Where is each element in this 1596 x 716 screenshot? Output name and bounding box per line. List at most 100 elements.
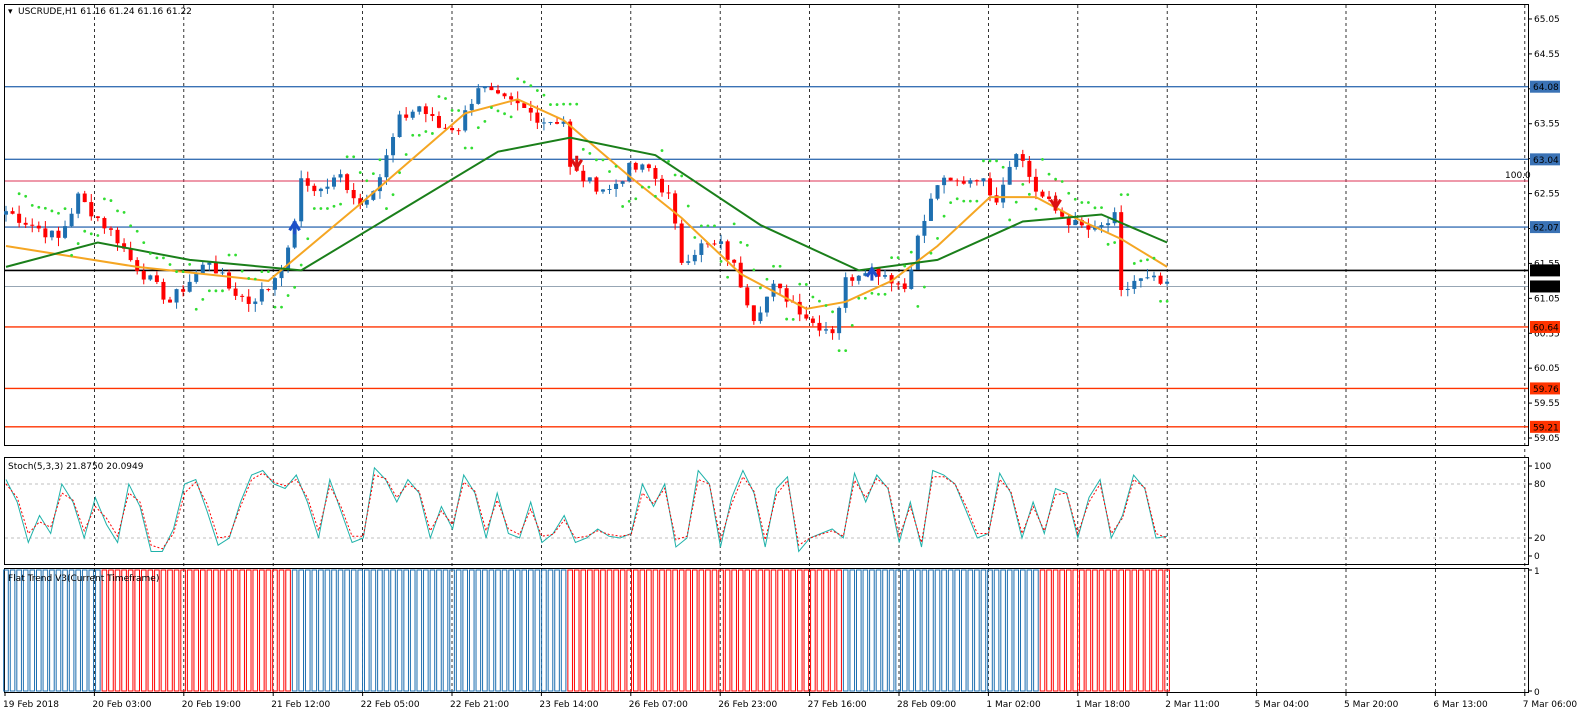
- sar-dot: [1113, 241, 1117, 244]
- flat-trend-bar: [882, 569, 888, 692]
- sar-dot: [135, 229, 139, 233]
- sar-dot: [286, 294, 290, 297]
- flat-trend-bar: [436, 569, 442, 692]
- sar-dot: [1001, 165, 1005, 169]
- candle-body: [56, 230, 61, 238]
- candle-body: [679, 223, 684, 263]
- sar-dot: [877, 292, 880, 296]
- sar-dot: [1034, 207, 1038, 211]
- moving-average-line: [5, 136, 1168, 272]
- stoch-tick-label: 100: [1534, 462, 1551, 472]
- candle-body: [712, 243, 717, 245]
- flat-trend-bar: [370, 569, 377, 692]
- flat-trend-bar: [534, 569, 541, 692]
- candle-body: [272, 278, 277, 290]
- flat-trend-bar: [226, 569, 232, 692]
- candle-body: [1020, 154, 1025, 161]
- candle-body: [76, 193, 81, 214]
- sar-dot: [293, 285, 297, 289]
- flat-trend-bar: [232, 569, 239, 692]
- sar-dot: [201, 297, 205, 301]
- flat-trend-bar: [600, 569, 606, 692]
- candle-body: [423, 106, 428, 115]
- symbol-header-arrow[interactable]: ▾: [8, 7, 13, 17]
- candle-body: [1073, 219, 1078, 226]
- sar-dot: [890, 256, 893, 260]
- sar-dot: [1067, 191, 1071, 195]
- candle-body: [233, 288, 238, 296]
- candle-body: [82, 193, 87, 203]
- flat-trend-bar: [462, 569, 468, 692]
- flat-trend-bar: [42, 569, 49, 692]
- flat-trend-bar: [659, 569, 665, 692]
- candle-body: [1145, 277, 1150, 279]
- candle-body: [778, 283, 783, 289]
- sar-dot: [686, 204, 690, 208]
- sar-dot: [870, 291, 874, 295]
- candle-body: [227, 272, 232, 289]
- flat-trend-bar: [1098, 569, 1105, 692]
- flat-trend-bar: [1151, 569, 1157, 692]
- sar-dot: [903, 264, 907, 268]
- sar-dot: [509, 115, 513, 119]
- candle-body: [620, 181, 625, 184]
- flat-trend-bar: [541, 569, 547, 692]
- sar-dot: [745, 243, 749, 247]
- flat-trend-bar: [875, 569, 882, 692]
- flat-trend-bar: [856, 569, 862, 692]
- y-tick-label: 60.05: [1534, 364, 1560, 374]
- sar-dot: [299, 263, 303, 267]
- candle-body: [673, 193, 678, 224]
- flattrend-tick-label: 0: [1534, 688, 1540, 698]
- sar-dot: [791, 317, 795, 321]
- sar-dot: [719, 259, 723, 263]
- sar-dot: [811, 295, 815, 299]
- flat-trend-bar: [514, 569, 521, 692]
- sar-dot: [424, 130, 428, 133]
- sar-dot: [647, 185, 651, 189]
- sar-dot: [535, 89, 539, 92]
- sar-dot: [1165, 299, 1169, 303]
- sar-dot: [1139, 259, 1143, 263]
- candle-body: [1001, 184, 1006, 203]
- candle-body: [889, 275, 894, 284]
- sar-dot: [581, 147, 585, 151]
- sar-dot: [962, 199, 966, 203]
- candle-body: [279, 269, 284, 279]
- sar-dot: [404, 153, 408, 156]
- parabolic-sar: [17, 77, 1169, 353]
- stoch-panel-frame: [4, 457, 1529, 565]
- candle-body: [909, 269, 914, 289]
- flat-trend-bar: [49, 569, 55, 692]
- candle-body: [49, 230, 54, 238]
- candle-body: [207, 262, 212, 265]
- sar-dot: [1126, 193, 1130, 197]
- x-tick-label: 6 Mar 13:00: [1433, 700, 1488, 710]
- flat-trend-bar: [259, 569, 265, 692]
- sar-dot: [253, 277, 257, 281]
- stoch-tick-label: 0: [1534, 552, 1540, 562]
- flat-trend-bar: [665, 569, 672, 692]
- sar-dot: [693, 236, 697, 239]
- flat-trend-bar: [1059, 569, 1065, 692]
- flat-trend-bar: [777, 569, 783, 692]
- sar-dot: [457, 109, 461, 112]
- sar-dot: [522, 80, 526, 84]
- sar-dot: [909, 250, 913, 254]
- flat-trend-bar: [652, 569, 659, 692]
- flat-trend-bar: [357, 569, 364, 692]
- sar-dot: [476, 126, 480, 130]
- flat-trend-bar: [278, 569, 285, 692]
- sar-dot: [857, 296, 861, 300]
- flat-trend-bar: [213, 569, 219, 692]
- level-price-label: 62.07: [1533, 224, 1559, 234]
- candle-body: [305, 178, 310, 186]
- candle-body: [1138, 278, 1143, 281]
- sar-dot: [575, 102, 579, 106]
- flat-trend-bar: [468, 569, 475, 692]
- candle-body: [561, 121, 566, 124]
- x-tick-label: 20 Feb 19:00: [182, 700, 241, 710]
- flat-trend-bar: [980, 569, 987, 692]
- flat-trend-bar: [954, 569, 961, 692]
